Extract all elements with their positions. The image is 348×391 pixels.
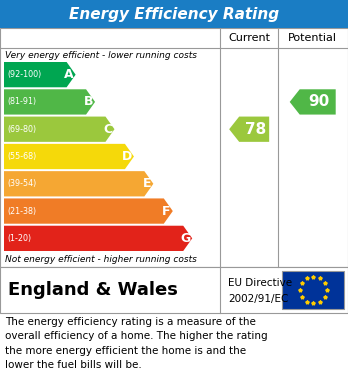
Text: G: G xyxy=(180,232,190,245)
Polygon shape xyxy=(229,117,269,142)
Text: C: C xyxy=(103,123,112,136)
Polygon shape xyxy=(4,198,173,224)
Text: 78: 78 xyxy=(245,122,266,137)
Bar xyxy=(0,267,348,313)
Text: Not energy efficient - higher running costs: Not energy efficient - higher running co… xyxy=(5,255,197,264)
Bar xyxy=(0,0,348,28)
Text: (21-38): (21-38) xyxy=(7,206,36,215)
Bar xyxy=(0,28,348,267)
Text: (69-80): (69-80) xyxy=(7,125,36,134)
Polygon shape xyxy=(4,226,192,251)
Text: (92-100): (92-100) xyxy=(7,70,41,79)
Polygon shape xyxy=(290,89,336,115)
Text: B: B xyxy=(84,95,93,108)
Text: (1-20): (1-20) xyxy=(7,234,31,243)
Text: (81-91): (81-91) xyxy=(7,97,36,106)
Text: A: A xyxy=(64,68,74,81)
Text: (55-68): (55-68) xyxy=(7,152,36,161)
Polygon shape xyxy=(4,89,95,115)
Polygon shape xyxy=(4,117,114,142)
Text: D: D xyxy=(122,150,132,163)
Text: E: E xyxy=(143,177,151,190)
Text: Very energy efficient - lower running costs: Very energy efficient - lower running co… xyxy=(5,50,197,59)
Polygon shape xyxy=(4,144,134,169)
Polygon shape xyxy=(4,171,153,196)
Text: Potential: Potential xyxy=(288,33,337,43)
Text: 90: 90 xyxy=(308,95,329,109)
Text: The energy efficiency rating is a measure of the
overall efficiency of a home. T: The energy efficiency rating is a measur… xyxy=(5,317,268,370)
Text: (39-54): (39-54) xyxy=(7,179,36,188)
Text: Energy Efficiency Rating: Energy Efficiency Rating xyxy=(69,7,279,22)
Text: England & Wales: England & Wales xyxy=(8,281,178,299)
Text: F: F xyxy=(162,204,171,217)
Bar xyxy=(282,271,344,309)
Text: 2002/91/EC: 2002/91/EC xyxy=(228,294,288,304)
Text: EU Directive: EU Directive xyxy=(228,278,292,288)
Text: Current: Current xyxy=(228,33,270,43)
Polygon shape xyxy=(4,62,76,87)
